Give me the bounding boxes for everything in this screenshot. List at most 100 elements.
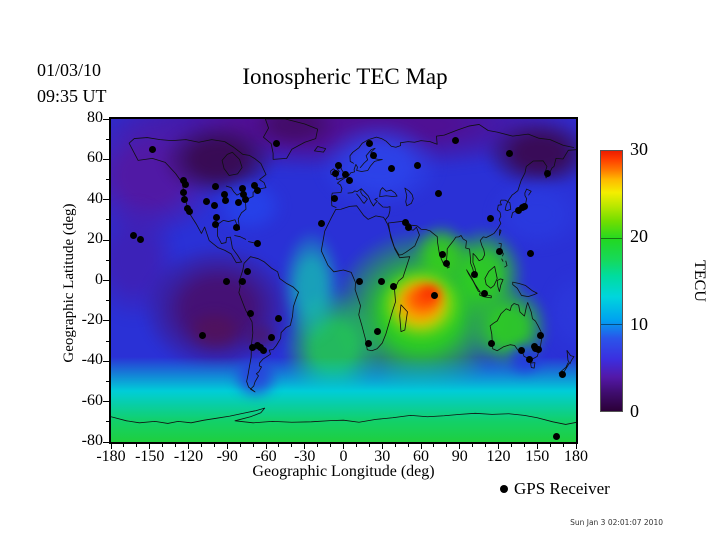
- x-major-tick: [498, 444, 499, 449]
- gps-receiver-dot: [370, 151, 378, 159]
- coastline-path: [405, 188, 413, 206]
- x-major-tick: [149, 444, 151, 449]
- y-major-tick: [103, 118, 109, 120]
- x-major-tick: [420, 444, 422, 449]
- y-tick-label: 80: [87, 109, 103, 126]
- tec-blob: [184, 308, 245, 354]
- x-major-tick: [226, 444, 228, 449]
- gps-receiver-dot: [402, 218, 410, 226]
- gps-receiver-dot: [413, 161, 421, 169]
- coastline-path: [263, 119, 317, 159]
- gps-receiver-dot: [203, 197, 211, 205]
- gps-receiver-dot: [242, 196, 250, 204]
- coastline-path: [350, 124, 574, 163]
- gps-receiver-dot: [254, 240, 262, 248]
- gps-receiver-dots-layer: [111, 119, 576, 442]
- coastline-path: [348, 189, 390, 220]
- legend-label: GPS Receiver: [514, 479, 610, 498]
- gps-receiver-dot: [211, 221, 219, 229]
- gps-receiver-dot: [210, 201, 218, 209]
- coastline-path: [400, 305, 408, 332]
- coastline-path: [490, 303, 542, 360]
- y-tick-label: -60: [81, 391, 103, 409]
- gps-receiver-dot: [130, 231, 138, 239]
- tec-south-band: [111, 357, 576, 442]
- coastline-path: [406, 150, 576, 278]
- gps-receiver-dot: [471, 270, 479, 278]
- x-minor-tick: [562, 444, 564, 447]
- gps-receiver-dot: [182, 181, 190, 189]
- y-minor-tick: [106, 300, 109, 302]
- gps-receiver-dot: [365, 139, 373, 147]
- x-major-tick: [304, 444, 306, 449]
- gps-receiver-dot: [552, 433, 560, 441]
- y-major-tick: [103, 320, 109, 322]
- tec-blob: [281, 230, 341, 344]
- gps-receiver-dot: [525, 356, 533, 364]
- y-minor-tick: [106, 138, 109, 140]
- gps-receiver-dot: [374, 328, 382, 336]
- chart-title: Ionospheric TEC Map: [242, 64, 448, 89]
- gps-receiver-dot: [222, 278, 230, 285]
- gps-receiver-dot: [260, 346, 268, 354]
- gps-receiver-dot: [488, 340, 496, 348]
- x-minor-tick: [394, 444, 396, 447]
- x-tick-label: -150: [135, 448, 165, 465]
- coastline-path: [499, 230, 501, 236]
- x-minor-tick: [407, 444, 409, 447]
- x-minor-tick: [433, 444, 435, 447]
- coastline-path: [531, 363, 535, 368]
- world-coastlines: [111, 119, 576, 442]
- gps-receiver-dot: [238, 185, 246, 193]
- gps-receiver-dot: [543, 169, 551, 177]
- datetime-stamp: 01/03/10 09:35 UT: [37, 57, 107, 109]
- y-major-tick: [103, 401, 109, 403]
- x-axis-label: Geographic Longitude (deg): [252, 463, 435, 480]
- gps-receiver-dot: [389, 283, 397, 291]
- gps-receiver-dot: [481, 289, 489, 297]
- gps-receiver-dot: [235, 198, 243, 206]
- x-major-tick: [381, 444, 383, 449]
- x-minor-tick: [213, 444, 215, 447]
- x-minor-tick: [355, 444, 357, 447]
- y-axis-label: Geographic Latitude (deg): [61, 203, 77, 363]
- y-tick-label: -20: [81, 310, 103, 328]
- gps-receiver-dot: [272, 139, 280, 147]
- x-major-tick: [343, 444, 344, 449]
- coastline-path: [513, 282, 538, 297]
- x-tick-label: 60: [413, 448, 429, 465]
- y-major-tick: [103, 199, 109, 201]
- gps-receiver-dot: [233, 223, 241, 231]
- coastline-path: [111, 408, 576, 424]
- time-label: 09:35 UT: [37, 86, 107, 106]
- gps-receiver-dot: [405, 224, 413, 232]
- x-minor-tick: [123, 444, 125, 447]
- gps-receiver-dot: [431, 291, 439, 299]
- gps-receiver-dot: [251, 181, 259, 189]
- colorbar-tick-label: 0: [630, 401, 639, 421]
- gps-receiver-dot: [244, 267, 252, 275]
- gps-receiver-dot: [438, 251, 446, 259]
- coastline-path: [321, 206, 409, 351]
- date-label: 01/03/10: [37, 60, 102, 80]
- gps-receiver-dot: [317, 220, 325, 228]
- x-major-tick: [265, 444, 267, 449]
- legend-dot-icon: [500, 485, 508, 493]
- gps-receiver-dot: [248, 343, 256, 351]
- y-minor-tick: [106, 421, 109, 423]
- y-major-tick: [103, 441, 109, 443]
- gps-receiver-dot: [148, 145, 156, 153]
- x-minor-tick: [136, 444, 138, 447]
- gps-receiver-dot: [181, 196, 189, 204]
- gps-receiver-dot: [365, 340, 373, 348]
- colorbar-tick-label: 20: [630, 226, 648, 247]
- gps-receiver-dot: [534, 346, 542, 354]
- y-major-tick: [103, 158, 109, 160]
- y-minor-tick: [106, 179, 109, 181]
- y-tick-label: 40: [87, 189, 103, 207]
- coastline-path: [239, 257, 299, 392]
- x-minor-tick: [368, 444, 370, 447]
- x-minor-tick: [472, 444, 474, 447]
- colorbar-unit-label: TECU: [691, 260, 708, 302]
- coastline-path: [485, 266, 497, 288]
